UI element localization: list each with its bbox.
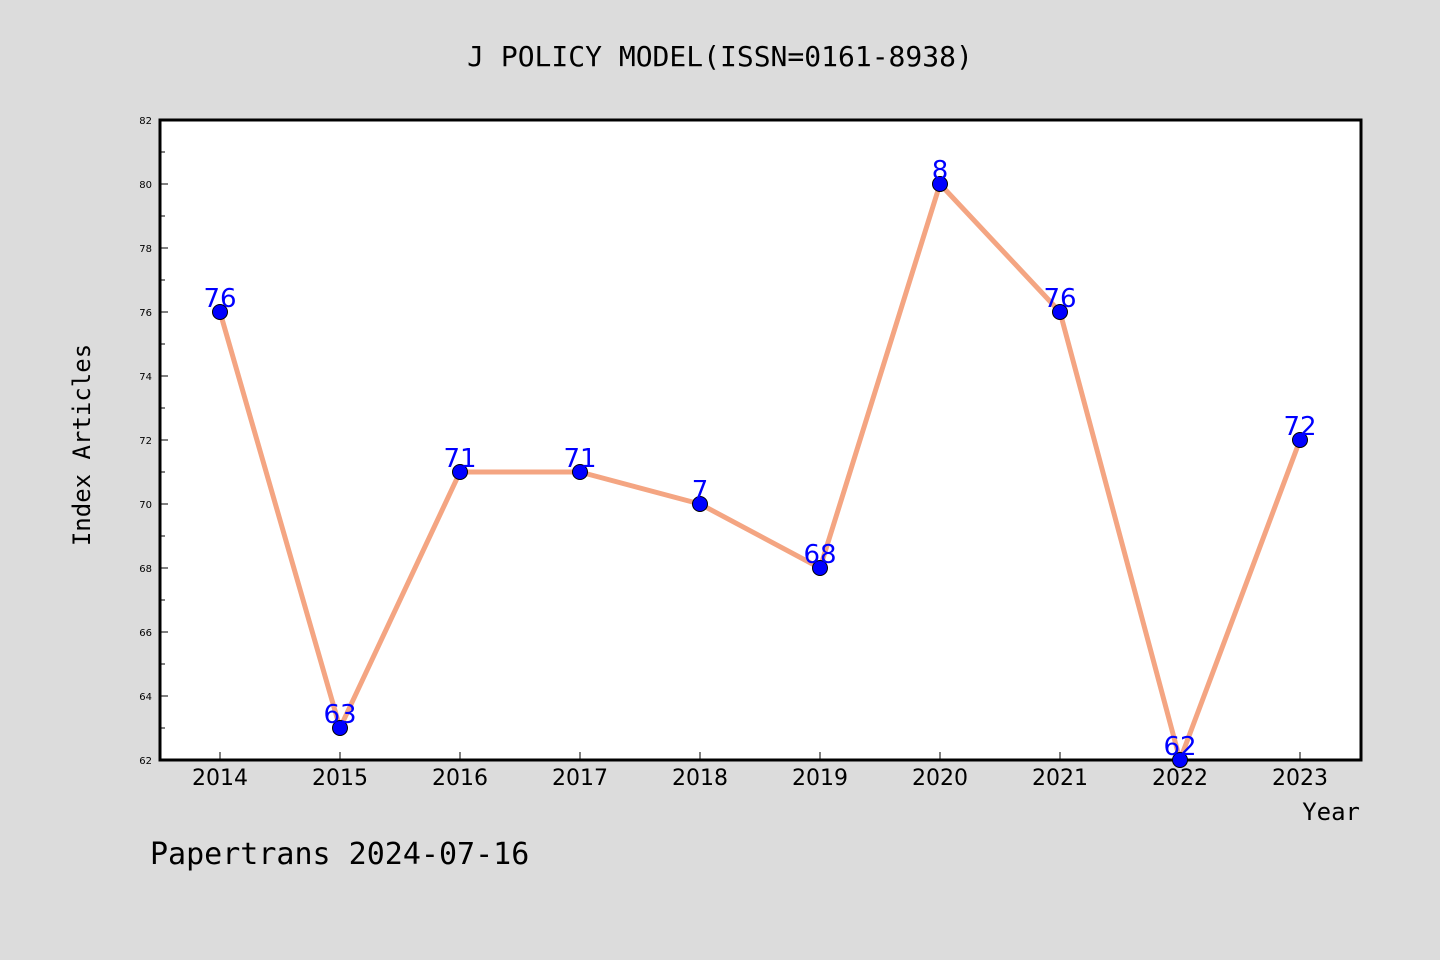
data-point-2021 bbox=[1052, 304, 1068, 320]
data-label-2020: 8 bbox=[932, 156, 949, 186]
x-axis-label: Year bbox=[1302, 798, 1360, 826]
data-point-2017 bbox=[572, 464, 588, 480]
data-label-2016: 71 bbox=[443, 444, 476, 474]
data-point-2016 bbox=[452, 464, 468, 480]
footer-text: Papertrans 2024-07-16 bbox=[150, 837, 529, 872]
y-tick-label: 66 bbox=[139, 628, 152, 639]
x-tick-label: 2023 bbox=[1272, 766, 1328, 791]
data-point-2020 bbox=[932, 176, 948, 192]
y-axis-label: Index Articles bbox=[68, 344, 96, 546]
data-label-2019: 68 bbox=[803, 540, 836, 570]
data-label-2023: 72 bbox=[1283, 412, 1316, 442]
data-point-2015 bbox=[332, 720, 348, 736]
y-tick-label: 76 bbox=[139, 308, 152, 319]
data-label-2014: 76 bbox=[203, 284, 236, 314]
x-tick-label: 2016 bbox=[432, 766, 488, 791]
data-label-2021: 76 bbox=[1043, 284, 1076, 314]
y-tick-label: 70 bbox=[139, 500, 152, 511]
y-tick-label: 72 bbox=[139, 436, 152, 447]
data-point-2014 bbox=[212, 304, 228, 320]
data-point-2019 bbox=[812, 560, 828, 576]
data-label-2015: 63 bbox=[323, 700, 356, 730]
data-label-2018: 7 bbox=[692, 476, 709, 506]
y-axis-ticks: 62 64 66 68 70 72 74 76 78 80 82 bbox=[139, 116, 168, 767]
chart-title: J POLICY MODEL(ISSN=0161-8938) bbox=[467, 40, 973, 73]
x-tick-label: 2018 bbox=[672, 766, 728, 791]
data-labels: 76 63 71 71 7 68 8 76 62 72 bbox=[203, 156, 1316, 762]
y-tick-label: 80 bbox=[139, 180, 152, 191]
x-tick-label: 2019 bbox=[792, 766, 848, 791]
x-tick-label: 2022 bbox=[1152, 766, 1208, 791]
data-point-2023 bbox=[1292, 432, 1308, 448]
data-markers bbox=[212, 176, 1308, 768]
y-tick-label: 82 bbox=[139, 116, 152, 127]
y-tick-label: 78 bbox=[139, 244, 152, 255]
data-label-2017: 71 bbox=[563, 444, 596, 474]
y-tick-label: 74 bbox=[139, 372, 152, 383]
x-tick-label: 2021 bbox=[1032, 766, 1088, 791]
x-tick-label: 2020 bbox=[912, 766, 968, 791]
data-point-2018 bbox=[692, 496, 708, 512]
y-tick-label: 64 bbox=[139, 692, 152, 703]
plot-area bbox=[158, 118, 1363, 762]
x-tick-label: 2014 bbox=[192, 766, 248, 791]
data-point-2022 bbox=[1172, 752, 1188, 768]
x-tick-label: 2017 bbox=[552, 766, 608, 791]
x-tick-label: 2015 bbox=[312, 766, 368, 791]
y-tick-label: 68 bbox=[139, 564, 152, 575]
series-line bbox=[217, 181, 1303, 763]
x-axis-ticks: 2014 2015 2016 2017 2018 2019 2020 2021 2022 2023 bbox=[192, 752, 1328, 791]
y-tick-label: 62 bbox=[139, 756, 152, 767]
data-label-2022: 62 bbox=[1163, 732, 1196, 762]
